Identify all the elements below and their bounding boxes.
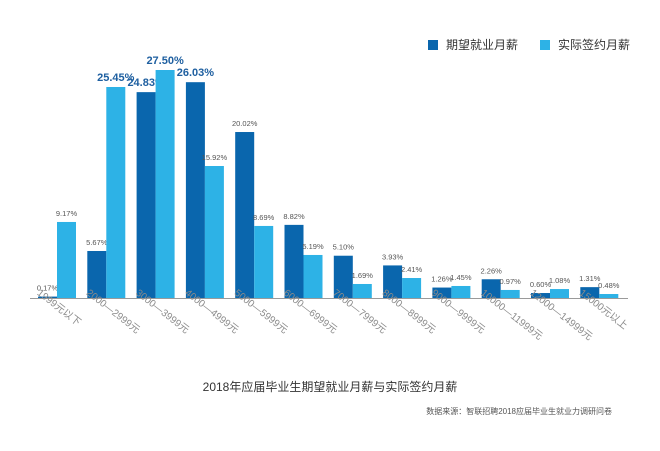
data-label-expected: 5.10% <box>333 243 355 252</box>
data-label-expected: 5.67% <box>86 238 108 247</box>
legend: 期望就业月薪 实际签约月薪 <box>428 36 630 53</box>
data-label-expected: 26.03% <box>177 67 215 79</box>
bar-actual <box>155 70 175 298</box>
bar-actual <box>451 285 471 298</box>
bar-expected <box>38 296 57 298</box>
bar-actual <box>500 289 520 298</box>
bar-expected <box>87 250 107 298</box>
data-label-expected: 8.82% <box>283 212 305 221</box>
data-label-actual: 1.69% <box>352 271 374 280</box>
bar-actual <box>57 221 76 298</box>
data-label-expected: 24.83% <box>127 77 165 89</box>
legend-label-expected: 期望就业月薪 <box>446 38 519 52</box>
data-label-expected: 0.60% <box>530 280 552 289</box>
data-label-expected: 1.26% <box>431 275 453 284</box>
data-label-actual: 1.45% <box>450 273 472 282</box>
data-label-actual: 2.41% <box>401 265 423 274</box>
bar-expected <box>284 224 304 298</box>
chart-title: 2018年应届毕业生期望就业月薪与实际签约月薪 <box>202 380 458 394</box>
data-label-actual: 5.19% <box>302 242 324 251</box>
bar-expected <box>136 92 156 299</box>
chart-source-note: 数据来源：智联招聘2018应届毕业生就业力调研问卷 <box>426 407 612 416</box>
data-label-actual: 8.69% <box>253 213 275 222</box>
bar-actual <box>352 283 372 298</box>
data-label-expected: 3.93% <box>382 252 404 261</box>
legend-item-expected: 期望就业月薪 <box>428 36 518 53</box>
data-label-actual: 15.92% <box>202 153 228 162</box>
data-label-expected: 20.02% <box>232 119 258 128</box>
legend-label-actual: 实际签约月薪 <box>558 38 631 52</box>
bar-expected <box>235 132 255 298</box>
data-label-actual: 0.97% <box>500 277 522 286</box>
bar-expected <box>432 287 452 298</box>
bar-actual <box>254 225 274 298</box>
bar-expected <box>580 287 600 298</box>
x-tick-label: 15000元以上 <box>577 287 630 332</box>
bar-actual <box>599 294 619 298</box>
data-label-actual: 9.17% <box>56 209 78 218</box>
data-label-actual: 0.48% <box>598 281 620 290</box>
bar-actual <box>303 254 323 298</box>
bar-expected <box>531 293 550 298</box>
legend-swatch-expected <box>428 39 438 50</box>
data-label-actual: 25.45% <box>97 72 135 84</box>
bar-actual <box>106 86 126 298</box>
data-label-actual: 1.08% <box>549 276 571 285</box>
bar-expected <box>481 279 501 298</box>
bar-expected <box>383 265 403 298</box>
bar-actual <box>550 289 569 298</box>
bar-expected <box>333 255 353 298</box>
bar-actual <box>204 166 224 298</box>
data-label-expected: 2.26% <box>481 266 503 275</box>
data-label-expected: 1.31% <box>579 274 601 283</box>
bar-actual <box>402 278 422 298</box>
data-label-actual: 27.50% <box>146 55 184 67</box>
bar-expected <box>185 82 205 298</box>
legend-item-actual: 实际签约月薪 <box>540 36 630 53</box>
legend-swatch-actual <box>540 39 551 50</box>
data-label-expected: 0.17% <box>37 284 59 293</box>
